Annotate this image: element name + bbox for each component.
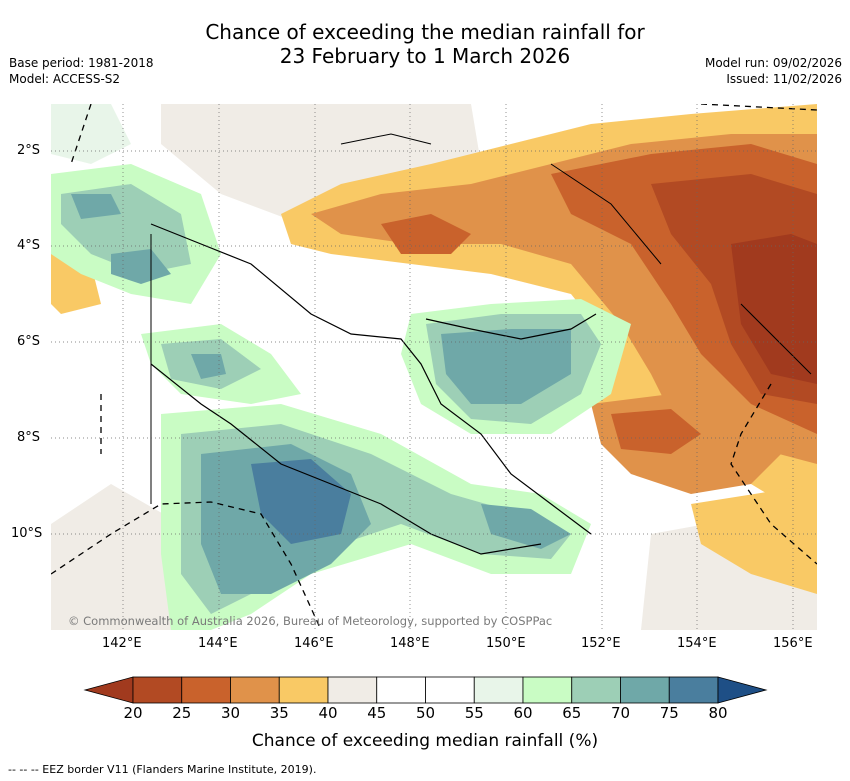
colorbar-segment: [181, 676, 231, 704]
colorbar-tick-label: 55: [464, 704, 484, 722]
lon-label: 146°E: [294, 636, 334, 651]
wet-zone-southeast-70: [481, 504, 571, 549]
model-run-label: Model run: 09/02/2026: [704, 56, 842, 70]
colorbar-segment: [230, 676, 280, 704]
colorbar-tick-label: 40: [318, 704, 338, 722]
lon-label: 150°E: [486, 636, 526, 651]
eez-border: [50, 501, 322, 631]
lat-label: 8°S: [17, 430, 41, 445]
colorbar-segment: [132, 676, 183, 704]
colorbar-segment: [522, 676, 573, 704]
colorbar-tick-label: 30: [220, 704, 241, 722]
colorbar-segment: [668, 676, 719, 704]
colorbar-segment: [278, 676, 329, 704]
colorbar-segment: [473, 676, 524, 704]
dry-spot-south: [611, 409, 701, 454]
png-north-coast: [150, 223, 592, 535]
lat-label: 6°S: [17, 334, 41, 349]
colorbar-tick-label: 25: [172, 704, 192, 722]
colorbar-tick-label: 35: [269, 704, 289, 722]
wet-zone-central-70: [191, 354, 226, 379]
wet-zone-newbritain-70: [441, 329, 571, 404]
colorbar-tick-label: 65: [562, 704, 582, 722]
dry-spot: [381, 214, 471, 254]
lat-label: 10°S: [11, 526, 43, 541]
wet-zone-south-75: [251, 459, 351, 544]
dry-zone-15: [731, 234, 817, 384]
map-copyright: © Commonwealth of Australia 2026, Bureau…: [68, 614, 553, 628]
colorbar-tick-label: 50: [415, 704, 436, 722]
colorbar-arrow-high: [717, 676, 768, 704]
issued-label: Issued: 11/02/2026: [726, 72, 842, 86]
base-period-label: Base period: 1981-2018: [9, 56, 154, 70]
colorbar-segment: [327, 676, 378, 704]
neutral-zone: [51, 484, 181, 630]
lon-label: 156°E: [773, 636, 813, 651]
colorbar-arrow-low: [83, 676, 134, 704]
eez-legend: -- -- -- EEZ border V11 (Flanders Marine…: [8, 763, 317, 776]
rainfall-map: [50, 103, 818, 631]
colorbar-segment: [571, 676, 621, 704]
wet-zone-west-70b: [111, 249, 171, 284]
wet-zone-west-70: [71, 194, 121, 219]
colorbar-segment: [620, 676, 670, 704]
lon-label: 148°E: [390, 636, 430, 651]
map-canvas: [50, 103, 818, 631]
colorbar-tick-label: 75: [659, 704, 679, 722]
lon-label: 152°E: [581, 636, 621, 651]
dry-zone-southeast: [691, 484, 817, 594]
model-label: Model: ACCESS-S2: [9, 72, 121, 86]
chart-title-line-2: 23 February to 1 March 2026: [279, 44, 571, 68]
lon-label: 142°E: [102, 636, 142, 651]
new-ireland-coast: [550, 163, 662, 265]
colorbar-segment: [376, 676, 426, 704]
lon-label: 144°E: [198, 636, 238, 651]
colorbar-tick-label: 45: [367, 704, 387, 722]
chart-title-line-1: Chance of exceeding the median rainfall …: [205, 20, 645, 44]
lon-label: 154°E: [677, 636, 717, 651]
png-south-coast: [150, 363, 542, 555]
lat-label: 2°S: [17, 143, 41, 158]
new-britain-coast: [425, 313, 597, 340]
eez-border: [700, 103, 818, 111]
colorbar-tick-label: 20: [123, 704, 143, 722]
bougainville-coast: [740, 303, 812, 375]
colorbar-tick-label: 80: [708, 704, 728, 722]
eez-border: [730, 383, 818, 565]
colorbar-tick-label: 60: [513, 704, 533, 722]
colorbar: [83, 676, 768, 704]
colorbar-segment: [425, 676, 475, 704]
islands-coast: [340, 133, 432, 145]
lat-label: 4°S: [17, 238, 41, 253]
colorbar-title: Chance of exceeding median rainfall (%): [251, 731, 599, 751]
colorbar-tick-label: 70: [610, 704, 631, 722]
light-green-zone: [51, 104, 131, 164]
